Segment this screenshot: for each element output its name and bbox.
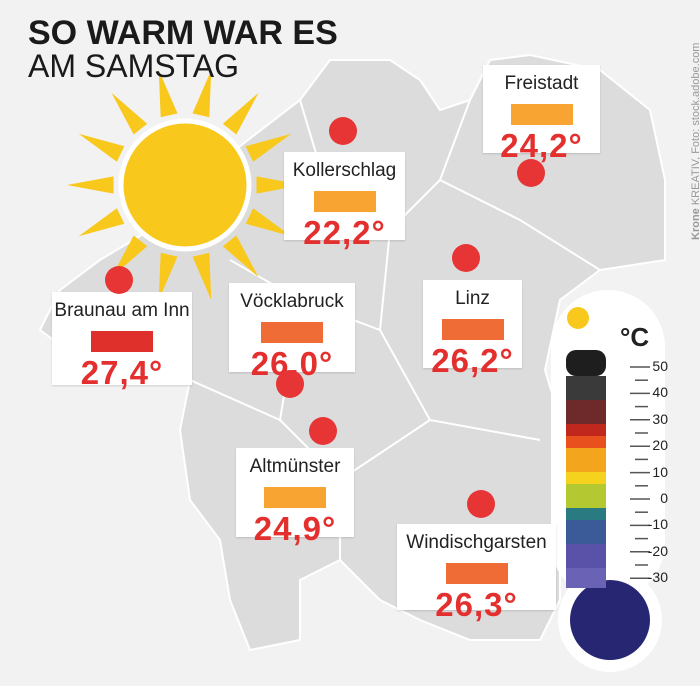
- sun-ray: [245, 208, 292, 237]
- location-card: Windischgarsten 26,3°: [397, 524, 556, 623]
- scale-label: 40: [652, 384, 668, 401]
- sun-ray: [111, 92, 148, 135]
- location-card: Linz 26,2°: [423, 280, 522, 379]
- sun-disc: [118, 118, 252, 252]
- sun: [67, 69, 303, 301]
- temperature: 24,2°: [500, 127, 583, 164]
- location-card: Freistadt 24,2°: [483, 65, 600, 164]
- title: SO WARM WAR ES: [28, 14, 338, 52]
- location-name: Altmünster: [249, 456, 341, 477]
- location-name: Kollerschlag: [292, 160, 397, 181]
- credit-text: KREATIV, Foto: stock.adobe.com: [690, 42, 700, 206]
- scale-label: -30: [647, 569, 668, 586]
- temperature: 27,4°: [80, 354, 164, 391]
- location-name: Vöcklabruck: [240, 291, 344, 312]
- sun-ray: [256, 176, 303, 194]
- location-card: Braunau am Inn 27,4°: [52, 292, 192, 391]
- scale-ticks: [630, 366, 650, 579]
- location-name: Linz: [455, 288, 490, 309]
- temp-bar: [313, 191, 376, 212]
- temperature: 26,3°: [435, 586, 518, 623]
- location-dot: [105, 266, 133, 294]
- temp-bar: [261, 322, 323, 343]
- scale-label: 30: [652, 410, 668, 427]
- location-name: Braunau am Inn: [54, 300, 190, 321]
- temp-bar: [510, 104, 573, 125]
- credit-brand: Krone: [690, 208, 700, 240]
- location-dot: [452, 244, 480, 272]
- location-dot: [329, 117, 357, 145]
- temperature: 22,2°: [303, 214, 386, 251]
- location-dot: [276, 370, 304, 398]
- sun-ray: [222, 235, 259, 278]
- location-card: Altmünster 24,9°: [236, 448, 354, 547]
- scale-label: 50: [652, 358, 668, 374]
- temp-bar: [264, 487, 326, 508]
- sun-ray: [192, 252, 212, 301]
- temp-bar: [441, 319, 504, 340]
- temp-bar: [91, 331, 153, 352]
- scale-label: 10: [652, 463, 668, 480]
- subtitle: AM SAMSTAG: [28, 48, 239, 84]
- scale-label: -20: [647, 542, 668, 559]
- sun-ray: [78, 208, 125, 237]
- temp-bar: [445, 563, 508, 584]
- credit: Krone KREATIV, Foto: stock.adobe.com: [690, 43, 700, 240]
- temperature: 26,2°: [431, 342, 514, 379]
- sun-ray: [158, 252, 178, 301]
- scale-label: 20: [652, 437, 668, 454]
- temperature: 24,9°: [253, 510, 337, 547]
- scale-label: 0: [660, 490, 668, 506]
- location-name: Windischgarsten: [406, 532, 547, 553]
- sun-ray: [78, 133, 125, 162]
- location-dot: [309, 417, 337, 445]
- location-card: Kollerschlag 22,2°: [284, 152, 405, 251]
- sun-ray: [192, 69, 212, 118]
- sun-ray: [222, 92, 259, 135]
- location-card: Vöcklabruck 26,0°: [229, 283, 355, 382]
- scale-label: -10: [647, 516, 668, 533]
- location-name: Freistadt: [504, 73, 579, 94]
- unit: °C: [620, 322, 650, 352]
- sun-ray: [158, 69, 178, 118]
- location-dot: [467, 490, 495, 518]
- sun-ray: [245, 133, 292, 162]
- sun-ray: [67, 176, 114, 194]
- location-dot: [517, 159, 545, 187]
